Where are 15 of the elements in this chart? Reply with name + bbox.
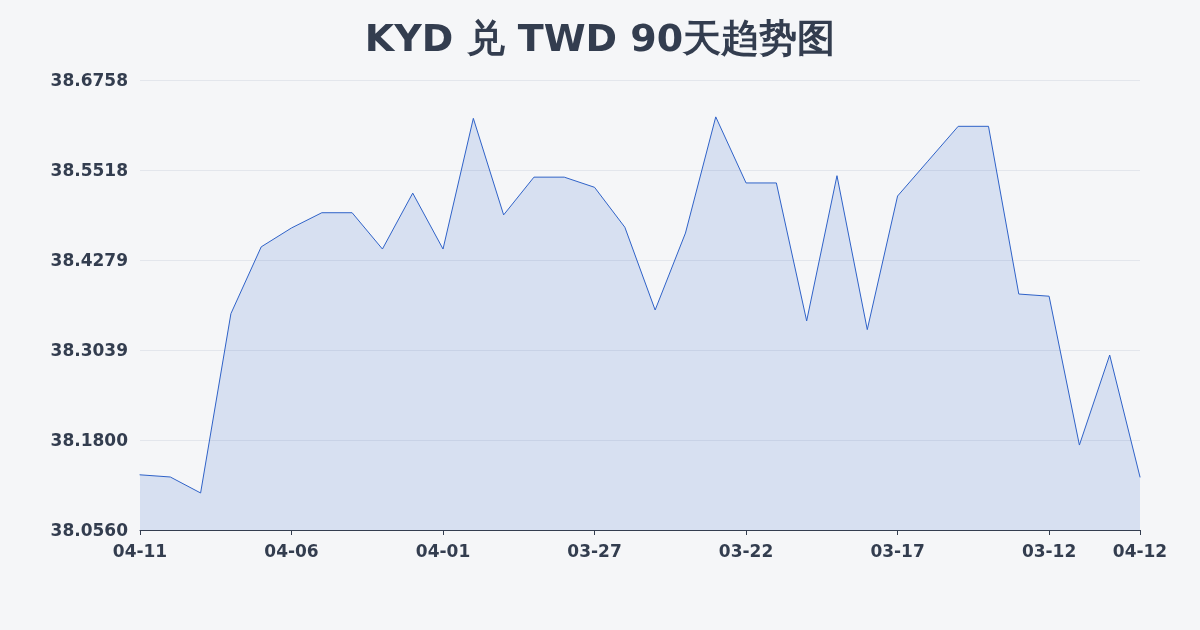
x-tick-label: 03-22: [718, 540, 774, 561]
y-tick-label: 38.5518: [50, 160, 128, 181]
y-tick-label: 38.3039: [50, 340, 128, 361]
x-tick-label: 03-17: [870, 540, 925, 561]
x-tick-label: 03-12: [1021, 540, 1077, 561]
y-tick-label: 38.1800: [50, 429, 129, 450]
y-tick-label: 38.0560: [50, 520, 129, 540]
y-tick-label: 38.6758: [50, 70, 128, 90]
y-tick-label: 38.4279: [50, 249, 128, 270]
x-tick-label: 04-01: [415, 540, 471, 561]
x-tick-label: 04-06: [264, 540, 319, 561]
x-tick-label: 04-11: [112, 540, 168, 561]
chart-title: KYD 兑 TWD 90天趋势图: [364, 16, 836, 60]
x-tick-label: 03-27: [567, 540, 622, 561]
x-tick-label: 04-12: [1112, 540, 1168, 561]
